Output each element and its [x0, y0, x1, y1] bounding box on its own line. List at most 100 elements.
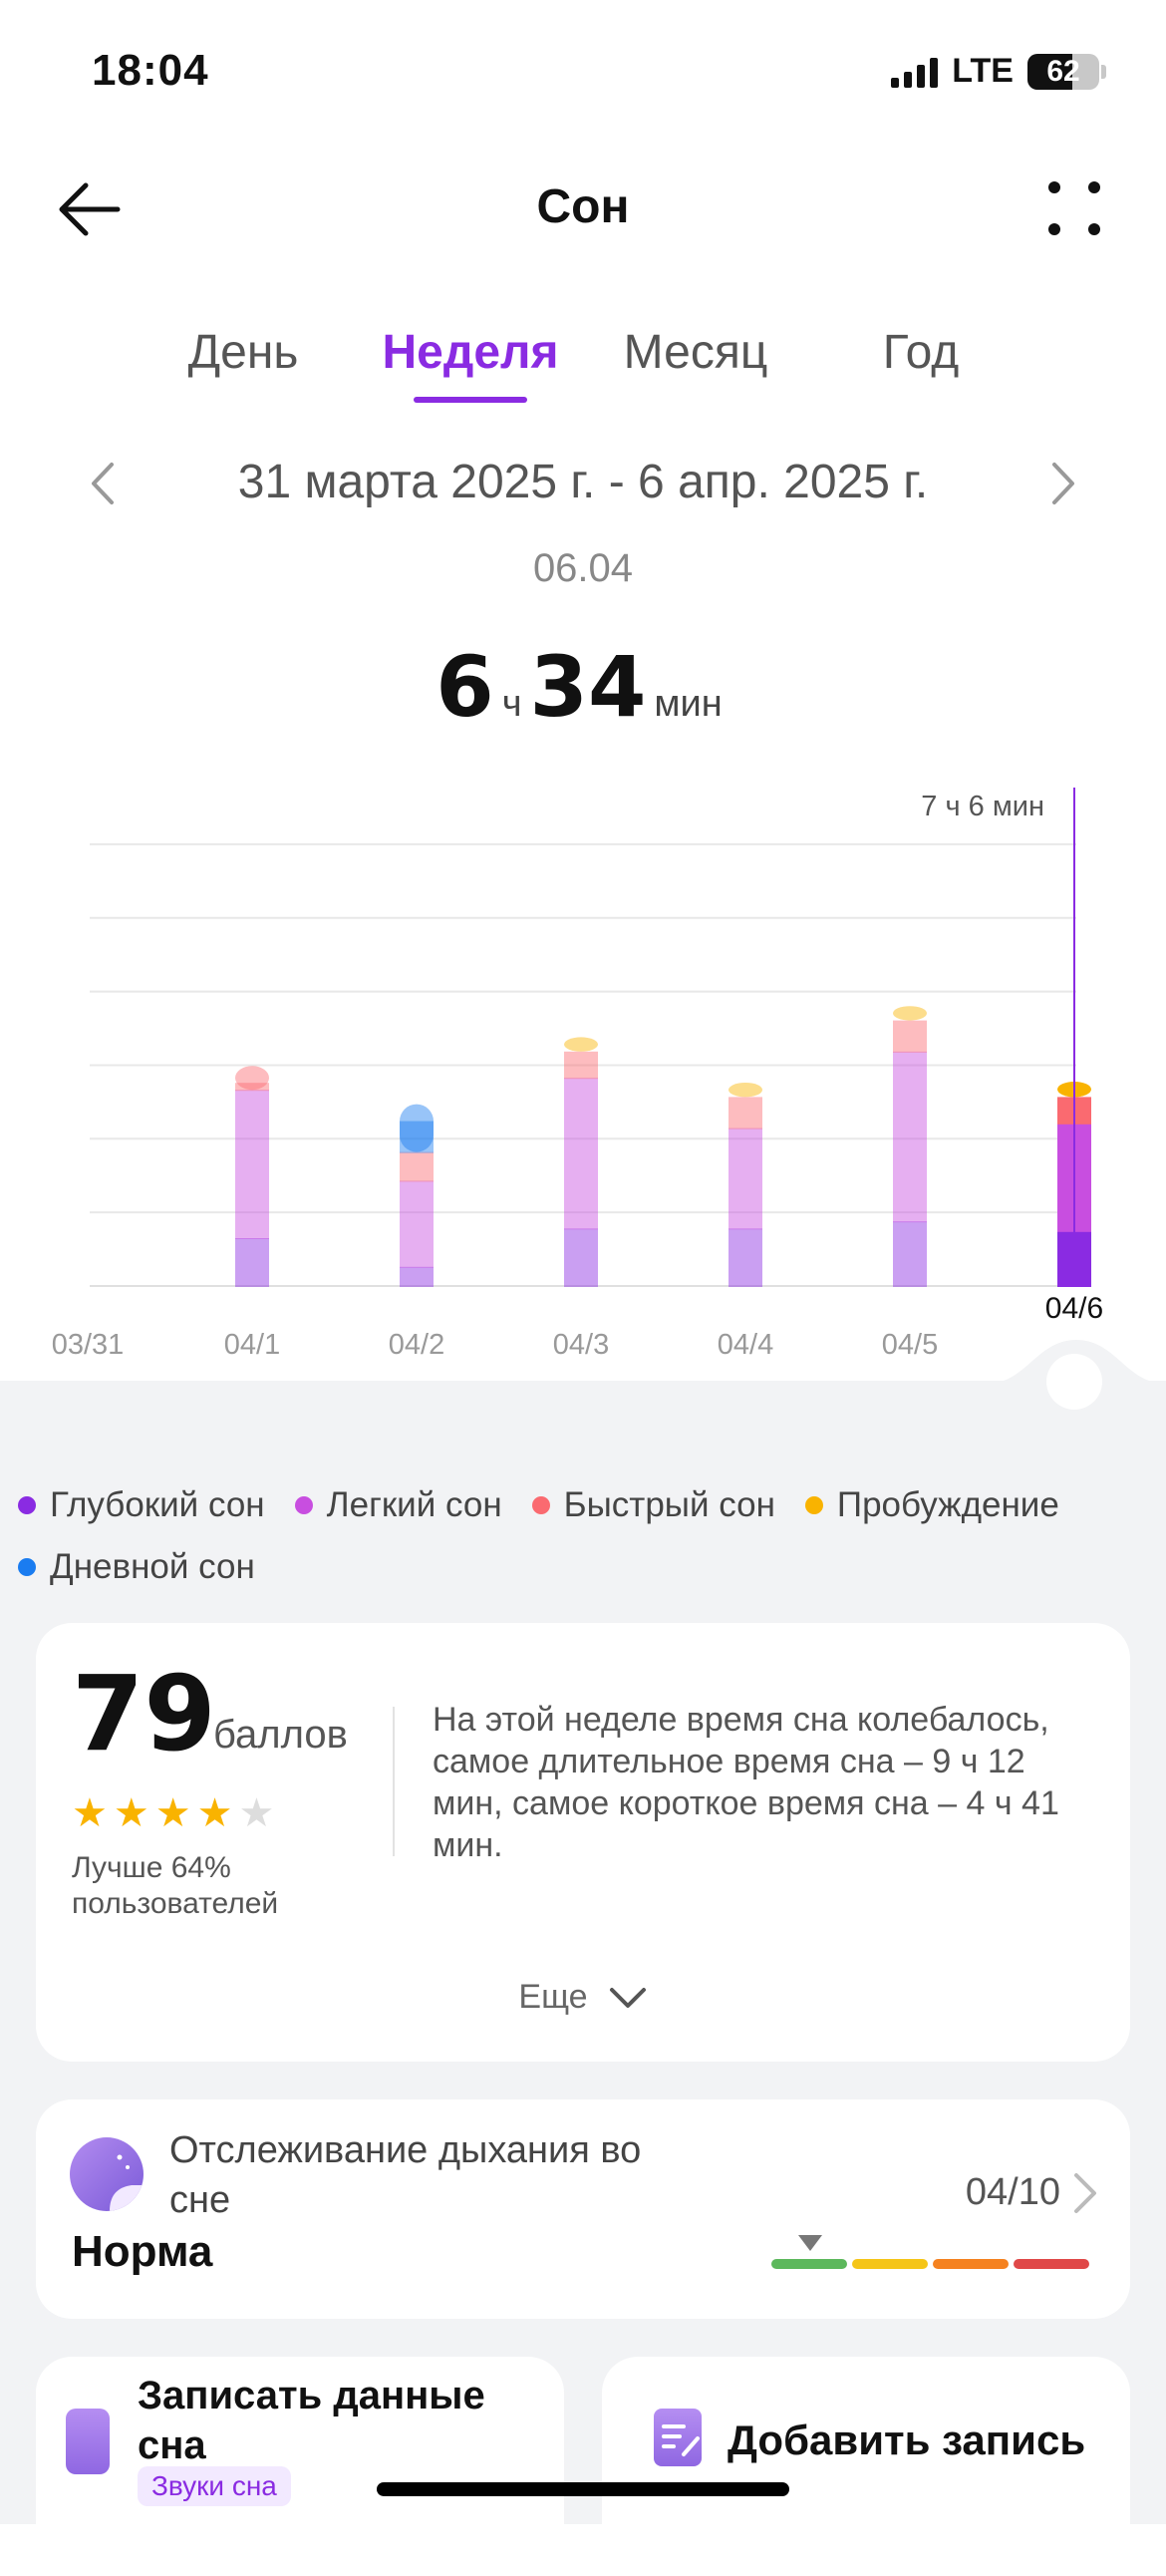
x-tick-label: 04/3	[553, 1329, 609, 1361]
reference-label: 7 ч 6 мин	[921, 791, 1044, 822]
scale-segment	[852, 2259, 928, 2269]
more-label: Еще	[518, 1978, 588, 2016]
legend-label: Легкий сон	[326, 1485, 502, 1524]
phone-moon-icon	[66, 2409, 110, 2474]
date-range: 31 марта 2025 г. - 6 апр. 2025 г.	[237, 456, 929, 508]
bar-segment[interactable]	[235, 1066, 269, 1091]
star-icon: ★	[196, 1791, 233, 1835]
bar-segment[interactable]	[729, 1083, 762, 1098]
bar-segment[interactable]	[564, 1051, 598, 1080]
breathing-scale-marker	[798, 2235, 822, 2251]
back-button[interactable]	[52, 169, 132, 249]
breathing-moon-icon	[70, 2137, 144, 2211]
tab-week[interactable]: Неделя	[382, 326, 559, 379]
duration-minutes: 34	[529, 638, 647, 736]
legend-item: Дневной сон	[18, 1547, 255, 1587]
network-label: LTE	[952, 52, 1014, 90]
score-summary: На этой неделе время сна колебалось, сам…	[433, 1701, 1059, 1864]
legend-dot	[531, 1496, 550, 1514]
more-dots-icon	[1048, 181, 1100, 235]
score-value: 79	[72, 1653, 216, 1774]
battery-cap	[1101, 64, 1106, 79]
legend-item: Быстрый сон	[531, 1485, 775, 1525]
record-sleep-label: Записать данные сна	[138, 2374, 485, 2467]
tab-year[interactable]: Год	[882, 326, 960, 379]
score-comparison: Лучше 64% пользователей	[72, 1851, 279, 1920]
bar-segment[interactable]	[893, 1020, 927, 1053]
battery-fill	[1027, 53, 1072, 90]
bar-segment[interactable]	[564, 1228, 598, 1287]
scale-segment	[771, 2259, 847, 2269]
x-tick-label: 04/1	[224, 1329, 280, 1361]
score-card[interactable]: 79 баллов ★ ★ ★ ★ ★ Лучше 64% пользователей …	[36, 1623, 1130, 2062]
legend-item: Легкий сон	[294, 1485, 502, 1525]
x-tick-label: 04/2	[389, 1329, 444, 1361]
next-week-button[interactable]	[1036, 459, 1086, 508]
x-tick-label: 03/31	[52, 1329, 125, 1361]
chart-legend: Глубокий сон Легкий сон Быстрый сон Пробужд…	[18, 1485, 1154, 1587]
sleep-week-chart[interactable]: 03/31 04/1 04/2 04/3 04/4 04/5 04/6 7 ч 6 мин	[0, 778, 1166, 1416]
bar-segment-fill	[235, 1083, 269, 1092]
score-stars: ★ ★ ★ ★ ★	[72, 1790, 274, 1836]
legend-label: Глубокий сон	[50, 1485, 265, 1524]
legend-item: Пробуждение	[804, 1485, 1059, 1525]
add-record-button[interactable]: Добавить запись	[602, 2357, 1130, 2576]
breathing-card[interactable]: Отслеживание дыхания во сне Норма 04/10	[36, 2099, 1130, 2319]
chart-slider-knob[interactable]	[987, 1336, 1166, 1426]
bar-segment[interactable]	[400, 1266, 434, 1287]
arrow-left-icon	[59, 182, 121, 236]
more-button[interactable]	[1034, 169, 1114, 249]
breathing-scale	[771, 2259, 1089, 2269]
legend-label: Пробуждение	[836, 1485, 1059, 1524]
bar-segment[interactable]	[400, 1180, 434, 1268]
previous-week-button[interactable]	[80, 459, 130, 508]
bar-segment[interactable]	[893, 1006, 927, 1021]
record-sleep-button[interactable]: Записать данные сна Звуки сна	[36, 2357, 564, 2576]
duration-minutes-unit: мин	[654, 683, 723, 725]
bar-segment[interactable]	[235, 1238, 269, 1287]
bar-segment[interactable]	[235, 1090, 269, 1239]
star-icon: ★	[113, 1791, 149, 1835]
chevron-right-icon	[1074, 2173, 1096, 2213]
bar-segment[interactable]	[893, 1051, 927, 1223]
bar-segment[interactable]	[400, 1151, 434, 1182]
bar-segment[interactable]	[564, 1037, 598, 1052]
legend-dot	[18, 1558, 36, 1576]
breathing-date: 04/10	[965, 2171, 1060, 2213]
chevron-down-icon	[609, 1987, 646, 2008]
x-tick-label: 04/6	[1045, 1292, 1103, 1325]
bar-segment[interactable]	[893, 1221, 927, 1287]
bar-segment[interactable]	[564, 1078, 598, 1230]
sleep-duration: 6 ч34 мин	[0, 638, 1166, 736]
duration-hours: 6	[436, 638, 494, 736]
chevron-right-icon	[1052, 463, 1074, 504]
bar-segment[interactable]	[400, 1104, 434, 1152]
x-tick-label: 04/5	[882, 1329, 938, 1361]
legend-label: Дневной сон	[50, 1547, 255, 1586]
star-icon: ★	[154, 1791, 191, 1835]
score-unit: баллов	[213, 1713, 348, 1757]
status-indicators: LTE 62	[891, 52, 1106, 91]
home-indicator	[377, 2482, 789, 2496]
note-edit-icon	[654, 2409, 702, 2466]
selected-date: 06.04	[532, 546, 634, 590]
bar-segment[interactable]	[729, 1228, 762, 1287]
scale-segment	[933, 2259, 1009, 2269]
legend-dot	[18, 1496, 36, 1514]
tab-month[interactable]: Месяц	[623, 326, 768, 379]
bar-segment[interactable]	[729, 1097, 762, 1129]
legend-label: Быстрый сон	[563, 1485, 775, 1524]
sleep-sounds-badge[interactable]: Звуки сна	[138, 2466, 291, 2506]
page-title: Сон	[536, 180, 630, 233]
tab-day[interactable]: День	[187, 326, 299, 379]
star-icon: ★	[238, 1791, 275, 1835]
bar-segment[interactable]	[729, 1127, 762, 1230]
breathing-status: Норма	[72, 2227, 213, 2276]
more-button[interactable]: Еще	[36, 1978, 1130, 2017]
star-icon: ★	[72, 1791, 108, 1835]
breathing-title: Отслеживание дыхания во сне	[169, 2129, 642, 2221]
legend-dot	[294, 1496, 313, 1514]
signal-icon	[891, 56, 939, 88]
add-record-label: Добавить запись	[728, 2416, 1086, 2463]
duration-hours-unit: ч	[501, 683, 522, 725]
